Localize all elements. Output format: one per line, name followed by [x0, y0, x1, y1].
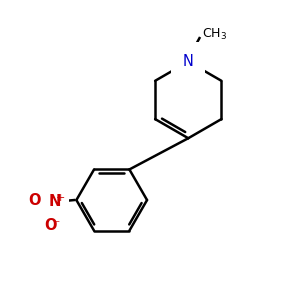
- Text: N: N: [183, 54, 194, 69]
- Text: CH$_3$: CH$_3$: [202, 27, 227, 42]
- Text: O: O: [28, 193, 41, 208]
- Text: ⁻: ⁻: [52, 218, 60, 232]
- Text: O: O: [44, 218, 57, 233]
- Text: N: N: [49, 194, 61, 209]
- Text: +: +: [56, 193, 65, 203]
